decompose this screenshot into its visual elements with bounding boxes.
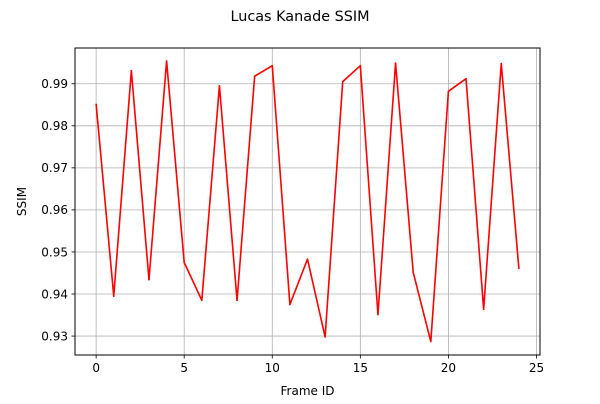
data-point <box>253 75 256 77</box>
y-axis-ticks: 0.93 0.94 0.95 0.96 0.97 0.98 0.99 <box>41 77 75 343</box>
y-tick-label: 0.96 <box>41 203 68 217</box>
series-layer <box>95 60 520 343</box>
data-point <box>412 271 414 273</box>
x-tick-label: 0 <box>92 361 100 375</box>
data-point <box>183 261 186 264</box>
series-line <box>95 60 520 343</box>
data-point <box>218 85 221 87</box>
chart-title: Lucas Kanade SSIM <box>230 9 369 25</box>
data-point <box>429 340 432 343</box>
data-point <box>518 267 520 270</box>
data-point <box>289 303 291 306</box>
y-tick-label: 0.95 <box>41 245 68 259</box>
y-axis-label: SSIM <box>15 187 29 216</box>
y-tick-label: 0.99 <box>41 77 68 91</box>
data-point <box>359 64 362 67</box>
data-point <box>236 299 238 302</box>
data-point <box>482 308 485 310</box>
x-axis-label: Frame ID <box>281 384 335 398</box>
x-tick-label: 5 <box>180 361 188 375</box>
data-point <box>341 80 344 83</box>
data-point <box>95 103 97 106</box>
data-point <box>271 64 274 67</box>
data-point <box>130 69 133 72</box>
x-tick-label: 25 <box>529 361 544 375</box>
x-axis-ticks: 0 5 10 15 20 25 <box>92 355 544 375</box>
y-tick-label: 0.98 <box>41 119 68 133</box>
grid-layer <box>75 48 540 355</box>
data-point <box>112 295 115 297</box>
data-point <box>306 258 309 260</box>
data-point <box>500 62 503 65</box>
data-point <box>324 336 326 338</box>
x-tick-label: 20 <box>441 361 456 375</box>
data-point <box>465 77 467 80</box>
y-tick-label: 0.94 <box>41 287 68 301</box>
data-point <box>377 313 379 316</box>
data-point <box>201 299 203 302</box>
data-point <box>165 60 168 62</box>
data-point <box>447 90 450 93</box>
x-tick-label: 15 <box>353 361 368 375</box>
plot-frame <box>74 47 541 356</box>
y-tick-label: 0.97 <box>41 161 68 175</box>
x-tick-label: 10 <box>265 361 280 375</box>
y-tick-label: 0.93 <box>41 329 68 343</box>
data-point <box>148 278 150 281</box>
data-point <box>394 62 397 64</box>
